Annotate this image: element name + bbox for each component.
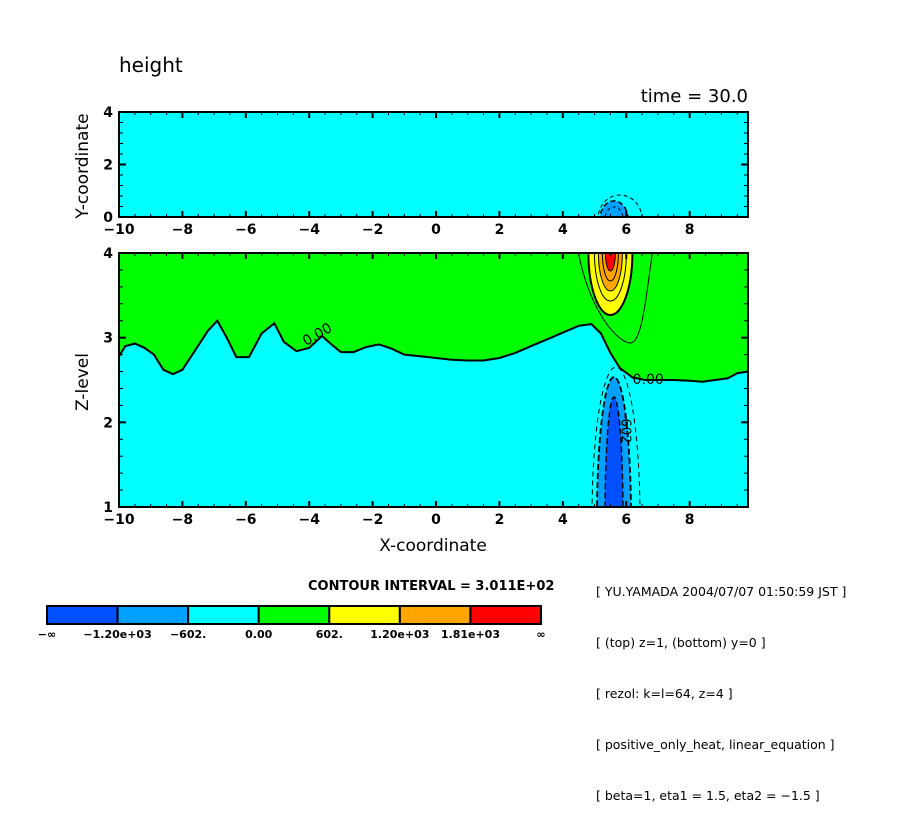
y-tick-label: 4: [103, 246, 113, 262]
colorbar-label: ∞: [536, 628, 545, 641]
colorbar-label: −1.20e+03: [83, 628, 151, 641]
y-tick-label: 1: [103, 500, 113, 516]
negative-core: [604, 396, 624, 507]
colorbar-label: 1.20e+03: [370, 628, 429, 641]
colorbar-swatch: [116, 605, 190, 625]
y-tick-label: 2: [103, 415, 113, 431]
colorbar-swatch: [257, 605, 331, 625]
x-tick-label: 8: [685, 222, 695, 238]
info-line: [ YU.YAMADA 2004/07/07 01:50:59 JST ]: [596, 584, 847, 599]
colorbar-label: −∞: [38, 628, 56, 641]
y-tick-label: 4: [103, 105, 113, 121]
negative-region: [599, 200, 629, 217]
x-tick-label: 6: [621, 512, 631, 528]
contour-dashed: [597, 194, 643, 217]
chart-subtitle: time = 30.0: [641, 86, 748, 107]
colorbar-label: 1.81e+03: [441, 628, 500, 641]
colorbar-label: −602.: [170, 628, 206, 641]
x-tick-label: 2: [495, 512, 505, 528]
bottom-ylabel: Z-level: [73, 353, 93, 411]
x-tick-label: −8: [172, 512, 193, 528]
contour-line: [577, 253, 653, 344]
x-tick-label: −6: [235, 222, 256, 238]
colorbar-swatch: [328, 605, 401, 625]
x-tick-label: 8: [685, 512, 695, 528]
contour-dashed: [604, 206, 624, 217]
top-ylabel: Y-coordinate: [73, 113, 93, 219]
colorbar-swatch: [46, 605, 119, 625]
colorbar-label: 602.: [316, 628, 343, 641]
info-line: [ rezol: k=l=64, z=4 ]: [596, 686, 733, 701]
zero-contour: [119, 319, 748, 383]
colorbar-swatch: [469, 605, 542, 625]
contour-interval-label: CONTOUR INTERVAL = 3.011E+02: [308, 579, 554, 594]
plot-frame: [118, 252, 749, 508]
x-tick-label: −2: [362, 222, 383, 238]
colorbar-label: 0.00: [245, 628, 272, 641]
x-tick-label: −10: [103, 512, 134, 528]
x-tick-label: −4: [298, 512, 320, 528]
y-tick-label: 0: [103, 210, 113, 226]
plot-area: [119, 253, 748, 507]
y-tick-label: 2: [103, 158, 113, 174]
background-fill: [119, 112, 748, 217]
info-line: [ beta=1, eta1 = 1.5, eta2 = −1.5 ]: [596, 788, 820, 803]
x-tick-label: −10: [103, 222, 134, 238]
x-tick-label: 6: [621, 222, 631, 238]
x-tick-label: −2: [362, 512, 383, 528]
figure: height time = 30.0 −10 −8 −6 −4 −2 0 2 4 6 8 0 2 4 0…: [38, 53, 749, 641]
y-tick-label: 3: [103, 331, 113, 347]
bottom-xlabel: X-coordinate: [379, 536, 487, 556]
contour-label: -602: [618, 414, 633, 444]
x-tick-label: 0: [431, 512, 441, 528]
info-line: [ positive_only_heat, linear_equation ]: [596, 737, 835, 752]
x-tick-label: 4: [558, 512, 568, 528]
x-tick-label: 0: [431, 222, 441, 238]
x-tick-label: −6: [235, 512, 256, 528]
info-block: [ YU.YAMADA 2004/07/07 01:50:59 JST ] [ …: [596, 549, 846, 821]
colorbar: −∞ −1.20e+03 −602. 0.00 602. 1.20e+03 1.81e+03…: [38, 605, 546, 641]
colorbar-swatch: [398, 605, 472, 625]
chart-title: height: [119, 53, 183, 77]
x-tick-label: −4: [298, 222, 320, 238]
x-tick-label: −8: [172, 222, 193, 238]
colorbar-swatch: [187, 605, 260, 625]
top-panel: −10 −8 −6 −4 −2 0 2 4 6 8 0 2 4: [103, 105, 749, 238]
x-tick-label: 4: [558, 222, 568, 238]
info-line: [ (top) z=1, (bottom) y=0 ]: [596, 635, 766, 650]
contour-label: 0.00: [633, 372, 664, 388]
positive-anomaly-ring: [604, 253, 616, 272]
plot-area: [119, 112, 748, 217]
x-tick-label: 2: [495, 222, 505, 238]
